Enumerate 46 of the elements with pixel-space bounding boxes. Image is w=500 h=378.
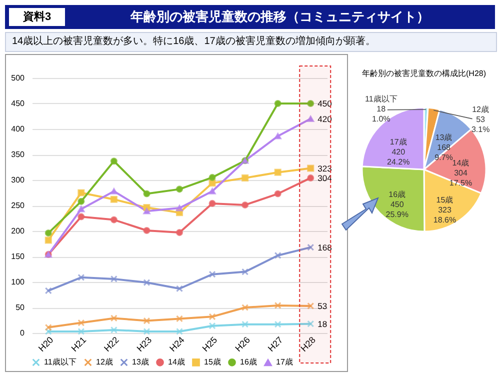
legend-label: 14歳 xyxy=(168,357,185,366)
y-tick-label: 300 xyxy=(11,176,26,184)
legend-label: 16歳 xyxy=(240,357,257,366)
data-label: 18 1.0% xyxy=(372,104,390,124)
slice-label: 11歳以下 xyxy=(364,94,398,104)
legend-label: 12歳 xyxy=(96,357,113,366)
x-tick-label: H28 xyxy=(298,334,318,354)
chart-title: 年齢別の被害児童数の推移（コミュニティサイト） xyxy=(129,8,430,26)
legend-label: 17歳 xyxy=(276,358,293,367)
y-tick-label: 250 xyxy=(11,201,26,210)
text: 資料3 xyxy=(9,8,66,26)
slice-label: 16歳 xyxy=(388,190,406,200)
x-tick-label: H20 xyxy=(36,334,56,354)
x-tick-label: H27 xyxy=(266,334,285,354)
slice-label: 17歳 xyxy=(390,138,407,147)
y-tick-label: 100 xyxy=(11,278,26,286)
data-label: 18 xyxy=(318,318,328,329)
y-tick-label: 450 xyxy=(11,99,26,108)
data-label: 53 3.1% xyxy=(471,115,490,134)
slice-label: 13歳 xyxy=(435,133,452,142)
data-label: 450 25.9% xyxy=(386,200,408,220)
x-tick-label: H25 xyxy=(200,334,220,354)
y-tick-label: 500 xyxy=(11,74,26,82)
x-tick-label: H26 xyxy=(233,334,252,354)
data-label: 168 xyxy=(318,242,332,252)
y-tick-label: 350 xyxy=(11,150,26,159)
x-tick-label: H24 xyxy=(168,334,186,354)
y-tick-label: 200 xyxy=(11,226,26,236)
y-tick-label: 50 xyxy=(16,303,26,312)
chart-subtitle: 14歳以上の被害児童数が多い。特に16歳、17歳の被害児童数の増加傾向が顕著。 xyxy=(5,32,497,52)
y-tick-label: 0 xyxy=(20,328,26,338)
slice-label: 15歳 xyxy=(436,195,454,204)
legend-label: 11歳以下 xyxy=(44,357,76,366)
data-label: 53 xyxy=(318,300,328,311)
legend-label: 13歳 xyxy=(132,357,149,366)
data-label: 323 18.6% xyxy=(433,205,456,224)
slice-label: 12歳 xyxy=(472,105,490,114)
y-tick-label: 400 xyxy=(11,124,26,134)
legend-label: 15歳 xyxy=(204,357,221,366)
data-label: 420 24.2% xyxy=(387,148,410,167)
chart-title: 年齢別の被害児童数の構成比(H28) xyxy=(362,69,486,78)
x-tick-label: H22 xyxy=(102,334,121,354)
x-tick-label: H21 xyxy=(69,334,88,354)
y-tick-label: 150 xyxy=(11,252,26,261)
slice-label: 14歳 xyxy=(452,158,470,168)
x-tick-label: H23 xyxy=(134,334,154,354)
